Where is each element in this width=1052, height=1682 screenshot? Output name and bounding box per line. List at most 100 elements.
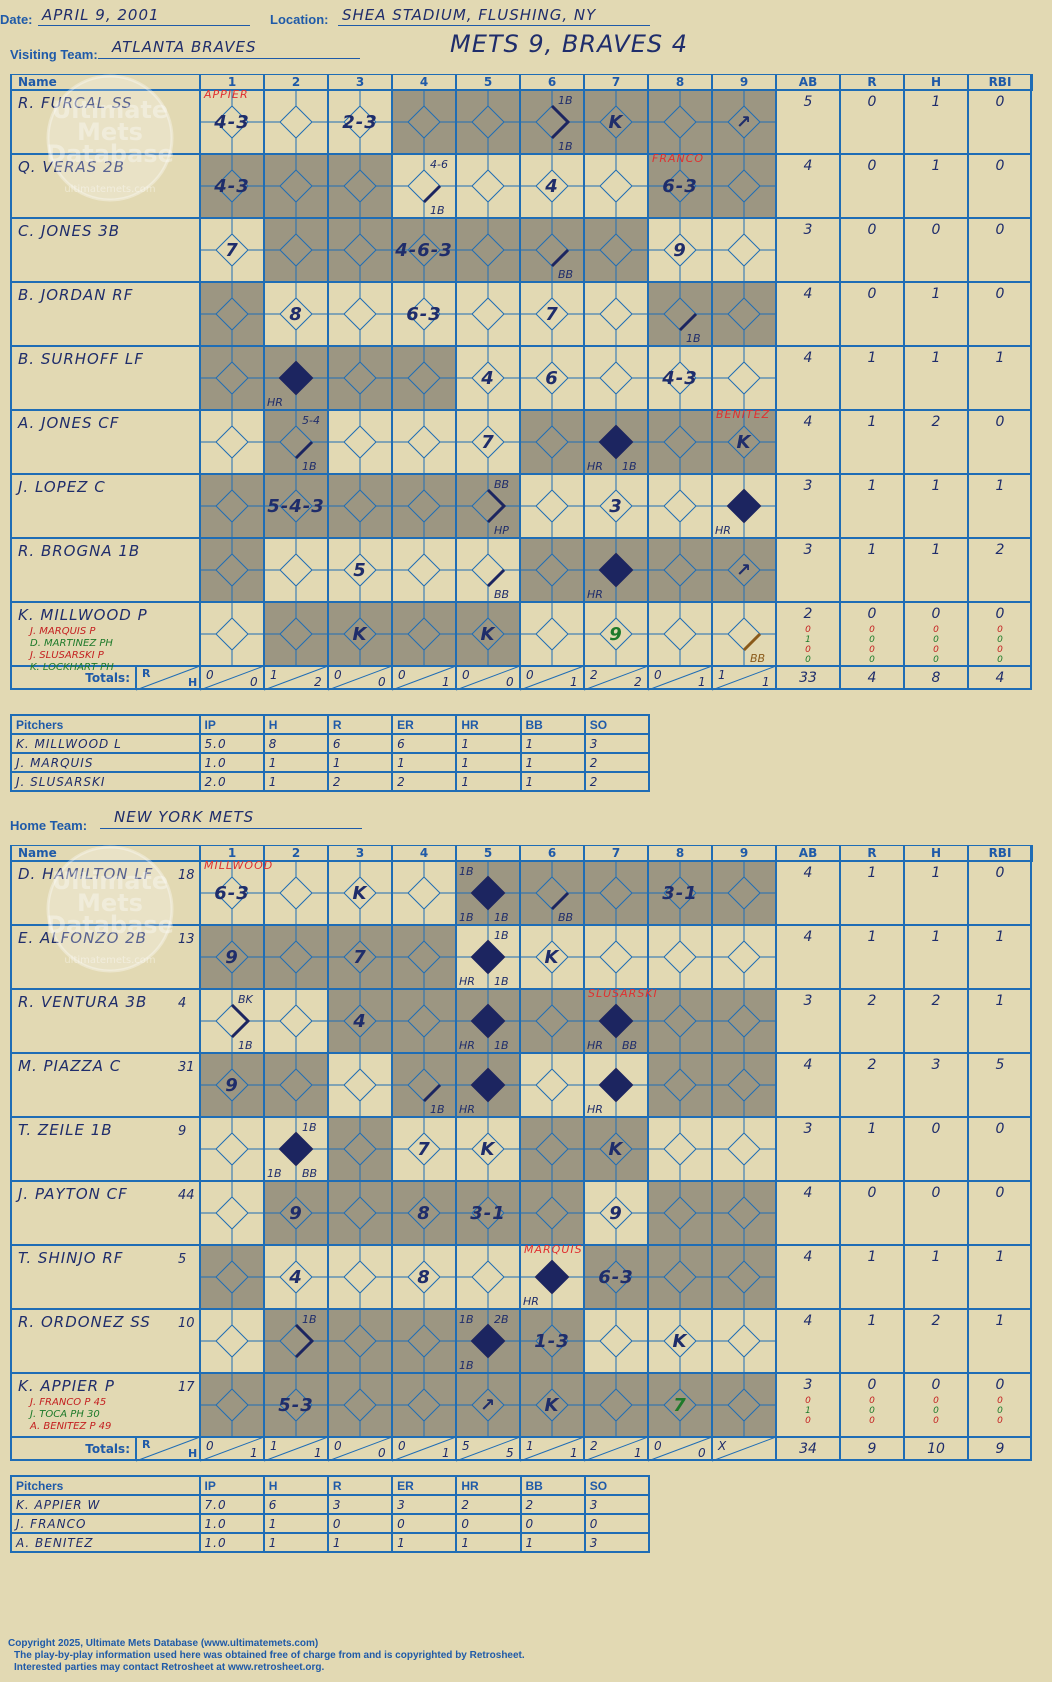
player-name: D. HAMILTON LF (18, 865, 153, 883)
player-stat: 2 (996, 542, 1005, 558)
base-diamond (727, 617, 761, 651)
sub-stat: 0 (997, 1406, 1003, 1416)
base-diamond (215, 1196, 249, 1230)
inning-header-8: 8 (676, 846, 684, 860)
play-label: HR (587, 1103, 603, 1116)
hit-path (230, 1003, 251, 1039)
play-notation: 8 (289, 304, 303, 325)
player-name: J. LOPEZ C (15, 478, 106, 496)
inning-header-2: 2 (292, 846, 300, 860)
play-notation: 6-3 (406, 304, 442, 325)
inning-hits: 0 (378, 675, 386, 689)
totals-divider (455, 1436, 521, 1462)
watermark-seal (46, 74, 174, 202)
player-name: K. APPIER P (18, 1377, 115, 1395)
pitch-header: BB (519, 714, 586, 735)
play-notation: 8 (417, 1267, 431, 1288)
inning-runs: 1 (526, 1439, 534, 1453)
pitching-change-note: FRANCO (652, 152, 704, 165)
player-stat: 4 (804, 286, 813, 302)
play-notation: K (353, 624, 369, 645)
totals-divider (263, 1436, 329, 1462)
play-label: 1B (494, 911, 509, 924)
inning-hits: 1 (762, 675, 770, 689)
pitch-header: H (262, 714, 329, 735)
player-stat: 0 (996, 865, 1005, 881)
play-notation: K (545, 947, 561, 968)
sub-stat: 0 (805, 645, 811, 655)
play-notation: 8 (417, 1203, 431, 1224)
pitcher-stat: 1 (262, 752, 329, 773)
pitcher-row: K. MILLWOOD L 5.0 8 6 6 1 1 3 (10, 733, 651, 754)
play-notation: 9 (609, 624, 623, 645)
base-diamond (215, 1324, 249, 1358)
totals-divider (327, 1436, 393, 1462)
pitcher-stat: 6 (262, 1494, 329, 1515)
play-label: 1B (430, 204, 445, 217)
sub-stat: 0 (869, 635, 875, 645)
player-stat: 0 (868, 606, 877, 622)
home-pitchers-table: Pitchers IP H R ER HR BB SO K. APPIER W 7.0 6 3 3 2 2 3… (10, 1475, 651, 1553)
pitcher-stat: 2 (326, 771, 394, 792)
pitch-header: ER (391, 714, 458, 735)
totals-divider (583, 665, 649, 691)
player-stat: 0 (932, 1121, 941, 1137)
stat-header-r: R (867, 846, 876, 860)
total-stat: 10 (927, 1441, 945, 1457)
totals-divider (327, 665, 393, 691)
footer: Copyright 2025, Ultimate Mets Database (… (8, 1638, 525, 1674)
visitors-pitchers-table: Pitchers IP H R ER HR BB SO K. MILLWOOD L 5.0 8 6 6 1… (10, 714, 651, 792)
scored-run-diamond (278, 360, 314, 396)
substitute-name: J. SLUSARSKI P (28, 650, 105, 661)
player-stat: 0 (932, 1377, 941, 1393)
pitcher-stat: 0 (583, 1513, 651, 1534)
inning-header-9: 9 (740, 846, 748, 860)
play-notation: 7 (481, 432, 495, 453)
player-stat: 1 (868, 414, 877, 430)
base-diamond (663, 940, 697, 974)
player-stat: 0 (868, 158, 877, 174)
player-stat: 1 (932, 542, 941, 558)
pitcher-stat: 2.0 (198, 771, 265, 792)
pitch-header: HR (455, 714, 522, 735)
player-name: T. ZEILE 1B (18, 1121, 113, 1139)
play-notation: ↗ (736, 560, 752, 581)
base-diamond (343, 297, 377, 331)
base-diamond (279, 553, 313, 587)
base-diamond (535, 1068, 569, 1102)
pitcher-stat: 2 (583, 752, 651, 773)
base-diamond (215, 1004, 249, 1038)
player-name: Q. VERAS 2B (18, 158, 125, 176)
base-diamond (471, 553, 505, 587)
home-scorecard: Name 1 2 3 4 5 6 7 8 9 AB R H RBI D. HAMILTON LF 18 4 1 1 0… (9, 844, 1033, 1480)
visiting-team-label: Visiting Team: (10, 47, 98, 62)
pitcher-stat: 1 (391, 1532, 458, 1553)
player-stat: 1 (868, 1121, 877, 1137)
name-header: Name (18, 75, 57, 89)
pitcher-row: J. SLUSARSKI 2.0 1 2 2 1 1 2 (10, 771, 651, 792)
player-stat: 1 (932, 478, 941, 494)
pitch-header: ER (391, 1475, 458, 1496)
hit-path (550, 248, 570, 268)
inning-header-6: 6 (548, 846, 556, 860)
totals-h-label: H (188, 676, 197, 689)
pitch-header: HR (455, 1475, 522, 1496)
play-notation: 1-3 (534, 1331, 570, 1352)
player-stat: 2 (868, 1057, 877, 1073)
scored-run-diamond (598, 424, 634, 460)
watermark-text: Ultimate (52, 867, 168, 895)
play-label: 1B (686, 332, 701, 345)
player-name: M. PIAZZA C (18, 1057, 121, 1075)
sub-stat: 0 (997, 645, 1003, 655)
play-label: 1B (558, 94, 573, 107)
player-stat: 0 (868, 1377, 877, 1393)
sub-stat: 0 (933, 1416, 939, 1426)
totals-divider (199, 1436, 265, 1462)
pitcher-stat: 1.0 (198, 1513, 265, 1534)
inning-header-6: 6 (548, 75, 556, 89)
player-stat: 2 (868, 993, 877, 1009)
sub-stat: 0 (869, 1406, 875, 1416)
sub-stat: 1 (805, 1406, 811, 1416)
player-stat: 0 (932, 222, 941, 238)
player-stat: 1 (868, 542, 877, 558)
